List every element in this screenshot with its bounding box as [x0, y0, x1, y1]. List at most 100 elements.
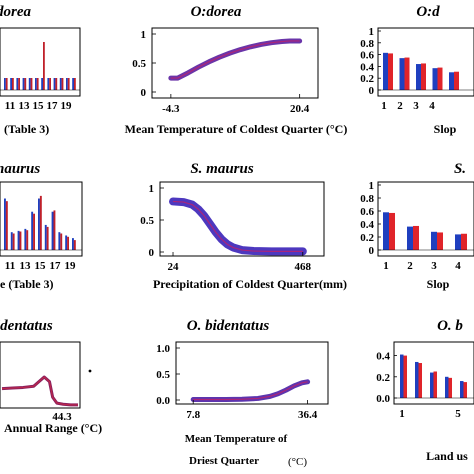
bar-p10-s1-8	[60, 233, 63, 250]
bar-p22-s1-4	[463, 382, 467, 398]
series-core-p20	[1, 376, 78, 406]
ytick-p12-0: 0	[369, 245, 375, 257]
xlabel-p12: Slop	[427, 277, 450, 291]
ytick-p02-5: 1	[369, 26, 375, 38]
xtick-p21-1: 36.4	[298, 409, 318, 421]
frame-p11	[159, 181, 325, 257]
bar-p10-s1-4	[33, 213, 35, 250]
bar-p10-s1-6	[46, 226, 49, 250]
xtick-p00-3: 17	[47, 100, 59, 112]
series-line-p21	[190, 379, 311, 402]
bar-p22-s1-1	[418, 363, 422, 398]
bar-p02-s0-1	[399, 58, 405, 90]
xtick-p10-2: 15	[35, 260, 47, 272]
bar-p10-s1-9	[67, 236, 69, 250]
bar-p10-s1-3	[26, 230, 29, 250]
ytick-p12-3: 0.6	[360, 206, 374, 218]
bar-p12-s1-0	[389, 212, 395, 250]
ytick-p01-1: 0.5	[132, 58, 146, 70]
bar-p00-s1-6	[43, 42, 45, 90]
xtick-p12-3: 4	[455, 260, 461, 272]
bar-p00-s1-4	[30, 78, 33, 90]
bar-p00-s1-0	[5, 78, 8, 90]
bar-p10-s1-1	[12, 233, 15, 250]
xlabel-p10: e (Table 3)	[0, 277, 54, 291]
bar-p10-s0-4	[31, 211, 34, 250]
xtick-p00-2: 15	[33, 100, 45, 112]
ytick-p22-0: 0.0	[376, 393, 390, 405]
ytick-p11-0: 0	[149, 247, 155, 259]
bar-p12-s1-1	[413, 225, 419, 250]
bar-p10-s1-5	[39, 195, 42, 250]
bar-p10-s0-2	[17, 230, 20, 250]
ytick-p22-2: 0.4	[376, 351, 390, 363]
bar-p02-s1-2	[421, 63, 426, 90]
series-line-p01	[168, 38, 303, 81]
title-p01: O:dorea	[191, 4, 242, 20]
xtick-p11-1: 468	[295, 261, 312, 273]
frame-p22	[393, 341, 474, 405]
xtick-p10-1: 13	[20, 260, 32, 272]
stray-mark	[88, 369, 92, 373]
bar-p10-s1-0	[5, 201, 8, 250]
bar-p00-s1-7	[49, 78, 51, 90]
ytick-p02-1: 0.2	[360, 73, 374, 85]
series-core-p11	[172, 200, 303, 252]
series-line-p11	[169, 197, 307, 256]
title-p11: S. maurus	[190, 161, 254, 177]
xtick-p01-0: -4.3	[162, 103, 180, 115]
ytick-p21-0: 0.0	[156, 395, 170, 407]
title-p00: dorea	[0, 4, 31, 20]
xtick-p11-0: 24	[168, 261, 180, 273]
xtick-p00-4: 19	[61, 100, 73, 112]
bar-p00-s0-9	[59, 78, 62, 90]
title-p21: O. bidentatus	[187, 318, 270, 334]
bar-p10-s1-7	[53, 210, 56, 250]
xtick-p02-0: 1	[381, 100, 387, 112]
bar-p00-s1-1	[12, 78, 14, 90]
ytick-p12-2: 0.4	[360, 219, 374, 231]
bar-p00-s0-8	[53, 78, 56, 90]
bar-p22-s0-2	[430, 372, 434, 398]
bar-p00-s0-0	[4, 78, 6, 90]
bar-p00-s0-11	[72, 78, 74, 90]
xtick-p02-3: 4	[429, 100, 435, 112]
ytick-p12-4: 0.8	[360, 193, 374, 205]
xtick-p21-0: 7.8	[186, 409, 200, 421]
bar-p02-s1-1	[404, 57, 410, 90]
bar-p10-s0-0	[4, 198, 6, 250]
ytick-p12-1: 0.2	[360, 232, 374, 244]
ytick-p22-1: 0.2	[376, 372, 390, 384]
frame-p12	[377, 181, 474, 257]
bar-p00-s0-6	[41, 78, 43, 90]
bar-p00-s0-3	[22, 78, 25, 90]
xtick-p02-1: 2	[397, 100, 403, 112]
xlabel-p00: (Table 3)	[4, 122, 49, 136]
bar-p00-s0-10	[66, 78, 68, 90]
bar-p02-s1-0	[388, 53, 393, 90]
xtick-p12-0: 1	[383, 260, 389, 272]
bar-p10-s0-8	[58, 232, 61, 250]
title-p20: identatus	[0, 318, 53, 334]
xtick-p02-2: 3	[413, 100, 419, 112]
bar-p22-s0-4	[460, 381, 464, 398]
bar-p22-s1-2	[433, 371, 437, 398]
bar-p10-s0-1	[10, 232, 13, 250]
bar-p02-s0-4	[449, 72, 454, 90]
bar-p00-s1-8	[55, 78, 58, 90]
bar-p00-s1-2	[18, 78, 20, 90]
xtick-p12-2: 3	[431, 260, 437, 272]
xtick-p22-1: 5	[455, 408, 461, 420]
ytick-p11-2: 1	[149, 183, 155, 195]
bar-p10-s1-2	[19, 231, 22, 250]
ytick-p11-1: 0.5	[140, 215, 154, 227]
xlabel-p21-line2: Driest Quarter	[189, 455, 259, 467]
frame-p10	[0, 181, 83, 257]
bar-p22-s0-3	[445, 376, 449, 398]
ytick-p02-2: 0.4	[360, 61, 374, 73]
ytick-p02-3: 0.6	[360, 50, 374, 62]
xlabel-p21-line1: Mean Temperature of	[185, 433, 288, 445]
